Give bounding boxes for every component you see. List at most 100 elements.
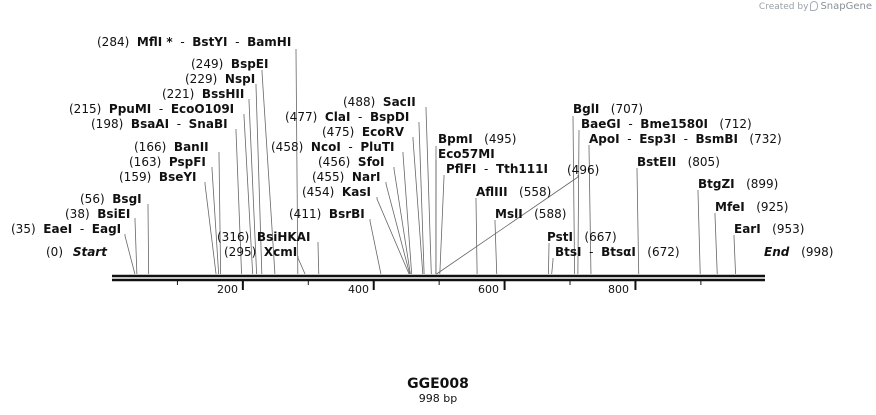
enzyme-name: XcmI — [263, 245, 298, 259]
site-line-btgzi — [697, 190, 701, 275]
enzyme-name: BamHI — [247, 35, 292, 49]
tick-label-400: 400 — [348, 283, 369, 296]
map-title: GGE008 — [407, 376, 469, 392]
enzyme-name: EaeI — [43, 222, 73, 236]
site-line-bsrbi — [369, 219, 382, 275]
site-label-bseyi: (159) BseYI — [119, 170, 197, 184]
site-label-eari: EarI (953) — [734, 222, 804, 236]
start-label: (0) Start — [46, 245, 107, 259]
name-separator: - — [227, 35, 248, 49]
site-label-baegi: BaeGI - Bme1580I (712) — [581, 117, 752, 131]
site-position: (284) — [97, 35, 130, 49]
site-label-eco57mi: Eco57MI — [438, 147, 495, 161]
enzyme-name: BanII — [173, 140, 209, 154]
site-position: (56) — [80, 192, 105, 206]
site-label-psti: PstI (667) — [547, 230, 617, 244]
enzyme-name: PstI — [547, 230, 573, 244]
enzyme-name: EcoO109I — [170, 102, 235, 116]
enzyme-name: Eco57MI — [438, 147, 495, 161]
site-label-banii: (166) BanII — [134, 140, 209, 154]
site-position: (805) — [687, 155, 720, 169]
name-separator: - — [350, 110, 370, 124]
site-label-bspei: (249) BspEI — [191, 57, 268, 71]
site-label-ncoi: (458) NcoI - PluTI — [271, 140, 395, 154]
site-label-clai: (477) ClaI - BspDI — [285, 110, 409, 124]
enzyme-name: PflFI — [446, 162, 477, 176]
site-line-bsaai — [235, 129, 242, 275]
name-separator: - — [581, 245, 602, 259]
enzyme-name: MflI * — [136, 35, 173, 49]
enzyme-name: AflIII — [476, 185, 508, 199]
site-line-bsteii — [636, 168, 640, 275]
enzyme-name: Tth111I — [495, 162, 548, 176]
name-separator: - — [72, 222, 92, 236]
enzyme-name: BglI — [573, 102, 600, 116]
site-line-banii — [218, 152, 222, 275]
site-label-sacii: (488) SacII — [343, 95, 416, 109]
enzyme-name: ClaI — [324, 110, 351, 124]
end-text: End — [764, 245, 790, 259]
site-line-bsiei — [134, 218, 138, 275]
site-label-btsi: BtsI - BtsαI (672) — [555, 245, 680, 259]
site-line-sacii — [425, 107, 432, 275]
site-line-bseyi — [204, 182, 217, 275]
end-label: End (998) — [764, 245, 833, 259]
site-label-apoi: ApoI - Esp3I - BsmBI (732) — [589, 132, 782, 146]
site-label-sfoi: (456) SfoI — [318, 155, 385, 169]
site-label-kasi: (454) KasI — [302, 185, 371, 199]
site-position: (198) — [91, 117, 124, 131]
site-label-nspi: (229) NspI — [185, 72, 255, 86]
site-line-ppumi — [243, 114, 254, 275]
site-line-mfei — [714, 213, 718, 275]
site-line-extra496 — [436, 175, 579, 275]
site-line-pspfi — [211, 167, 220, 275]
site-position: (953) — [772, 222, 805, 236]
enzyme-name: BsrBI — [328, 207, 365, 221]
site-label-pflfi: PflFI - Tth111I — [446, 162, 548, 176]
enzyme-name: PspFI — [168, 155, 206, 169]
name-separator: - — [169, 117, 189, 131]
site-label-bsgi: (56) BsgI — [80, 192, 142, 206]
site-position: (215) — [69, 102, 102, 116]
site-position: (712) — [719, 117, 752, 131]
name-separator: - — [340, 140, 361, 154]
site-label-extra496: (496) — [567, 163, 607, 177]
site-position: (316) — [217, 230, 250, 244]
enzyme-name: PluTI — [360, 140, 395, 154]
site-label-mfli: (284) MflI * - BstYI - BamHI — [97, 35, 291, 49]
site-position: (295) — [224, 245, 257, 259]
site-label-bsaai: (198) BsaAI - SnaBI — [91, 117, 228, 131]
site-position: (672) — [647, 245, 680, 259]
site-line-psti — [548, 243, 550, 275]
credit: Created by SnapGene — [759, 1, 872, 13]
site-label-bsihkai: (316) BsiHKAI — [217, 230, 310, 244]
site-line-mfli — [295, 49, 299, 275]
site-position: (899) — [746, 177, 779, 191]
start-position: (0) — [46, 245, 63, 259]
site-position: (221) — [162, 87, 195, 101]
enzyme-name: SnaBI — [188, 117, 228, 131]
site-label-msli: MslI (588) — [495, 207, 566, 221]
site-line-afliii — [475, 198, 478, 275]
enzyme-name: ApoI — [589, 132, 620, 146]
site-line-bsgi — [147, 204, 150, 275]
site-label-xcmi: (295) XcmI — [224, 245, 297, 259]
enzyme-name: BssHII — [201, 87, 245, 101]
site-position: (707) — [610, 102, 644, 116]
site-position: (477) — [285, 110, 318, 124]
site-line-btsi — [551, 258, 554, 275]
site-line-ecorv — [412, 137, 424, 275]
enzyme-name: PpuMI — [108, 102, 152, 116]
site-position: (411) — [289, 207, 322, 221]
site-label-bpmi: BpmI (495) — [438, 132, 516, 146]
site-line-baegi — [577, 130, 580, 275]
site-position: (558) — [519, 185, 552, 199]
enzyme-name: NcoI — [310, 140, 341, 154]
map-length: 998 bp — [418, 392, 458, 405]
site-line-kasi — [376, 197, 410, 275]
enzyme-name: BsgI — [112, 192, 142, 206]
site-line-msli — [494, 220, 498, 275]
site-line-sfoi — [393, 167, 411, 275]
tick-label-800: 800 — [608, 283, 629, 296]
